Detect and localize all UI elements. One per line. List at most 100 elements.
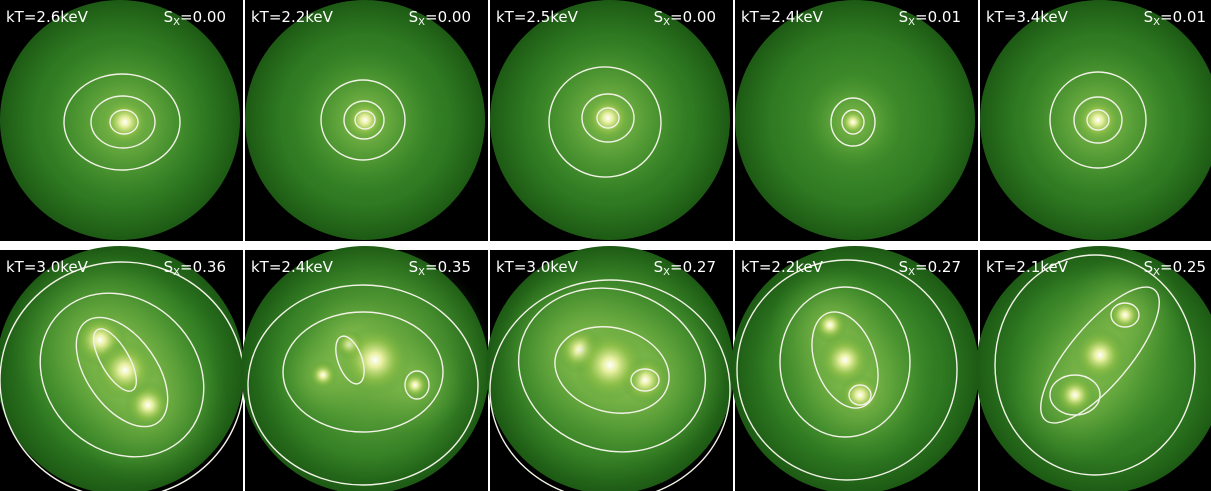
panel: kT=3.0keV SX=0.27 [486, 245, 734, 491]
sx-symbol: S [654, 258, 664, 276]
contour [109, 109, 139, 135]
contour [39, 292, 205, 458]
emission-peak [1075, 97, 1121, 143]
emission-peak [584, 94, 632, 142]
sx-label: SX=0.27 [654, 258, 716, 278]
contour [581, 93, 635, 143]
temperature-label: kT=2.4keV [251, 258, 334, 276]
panel: kT=2.4keV SX=0.01 [735, 0, 978, 241]
sx-value: =0.00 [425, 8, 471, 26]
sx-label: SX=0.01 [899, 8, 961, 28]
contour [489, 279, 731, 491]
sx-symbol: S [899, 8, 909, 26]
contour [811, 311, 879, 409]
sx-label: SX=0.27 [899, 258, 961, 278]
contour [93, 328, 137, 392]
contour [1086, 109, 1110, 131]
sx-symbol: S [409, 8, 419, 26]
sx-symbol: S [164, 258, 174, 276]
sx-value: =0.27 [670, 258, 716, 276]
sx-label: SX=0.01 [1144, 8, 1206, 28]
sx-value: =0.00 [180, 8, 226, 26]
contour [1110, 302, 1140, 328]
contour [247, 284, 479, 486]
contour [848, 384, 872, 406]
sx-subscript: X [418, 267, 425, 278]
sx-value: =0.01 [915, 8, 961, 26]
emission-peak [344, 99, 386, 141]
temperature-label: kT=2.5keV [496, 8, 579, 26]
emission-peak [95, 340, 155, 400]
emission-peak [1054, 374, 1096, 416]
sx-subscript: X [663, 17, 670, 28]
contour [63, 73, 181, 171]
sx-subscript: X [1153, 17, 1160, 28]
contour [596, 107, 620, 129]
sx-subscript: X [173, 17, 180, 28]
contour [548, 66, 662, 178]
contour [320, 79, 406, 161]
emission-peak [101, 98, 149, 146]
temperature-label: kT=2.6keV [6, 8, 89, 26]
contour [335, 335, 365, 385]
contour [994, 254, 1196, 476]
sx-subscript: X [173, 267, 180, 278]
sx-value: =0.25 [1160, 258, 1206, 276]
contour [1040, 286, 1160, 424]
sx-subscript: X [418, 17, 425, 28]
contour [75, 316, 169, 428]
contour [354, 110, 376, 130]
temperature-label: kT=2.2keV [251, 8, 334, 26]
contour [1073, 96, 1123, 144]
sx-symbol: S [409, 258, 419, 276]
sx-label: SX=0.00 [409, 8, 471, 28]
panel: kT=3.0keV SX=0.36 [0, 246, 245, 491]
panel: kT=2.1keV SX=0.25 [976, 246, 1211, 491]
sx-symbol: S [654, 8, 664, 26]
contour [554, 326, 670, 414]
contour [404, 370, 430, 400]
sx-subscript: X [663, 267, 670, 278]
sx-symbol: S [1144, 8, 1154, 26]
sx-symbol: S [164, 8, 174, 26]
sx-label: SX=0.35 [409, 258, 471, 278]
contour [830, 97, 876, 147]
contour [630, 368, 660, 392]
contour [1049, 71, 1147, 169]
panel: kT=2.6keV SX=0.00 [0, 0, 243, 241]
sx-label: SX=0.00 [164, 8, 226, 28]
temperature-label: kT=3.4keV [986, 8, 1069, 26]
panel: kT=2.2keV SX=0.27 [731, 246, 979, 491]
temperature-label: kT=2.4keV [741, 8, 824, 26]
contour [90, 95, 156, 149]
sx-label: SX=0.25 [1144, 258, 1206, 278]
emission-peak [838, 107, 868, 137]
panel: kT=3.4keV SX=0.01 [980, 0, 1211, 241]
temperature-label: kT=3.0keV [496, 258, 579, 276]
emission-peak [339, 324, 411, 396]
sx-symbol: S [1144, 258, 1154, 276]
emission-peak [308, 360, 338, 390]
sx-value: =0.35 [425, 258, 471, 276]
contour [282, 311, 444, 433]
emission-peak [1073, 328, 1127, 382]
contour [517, 287, 707, 453]
sx-value: =0.00 [670, 8, 716, 26]
sx-label: SX=0.36 [164, 258, 226, 278]
contour [1049, 374, 1101, 416]
temperature-label: kT=2.1keV [986, 258, 1069, 276]
contour [343, 100, 385, 140]
panel: kT=2.2keV SX=0.00 [245, 0, 488, 241]
panel: kT=2.5keV SX=0.00 [490, 0, 733, 241]
temperature-label: kT=3.0keV [6, 258, 89, 276]
temperature-label: kT=2.2keV [741, 258, 824, 276]
sx-subscript: X [908, 17, 915, 28]
sx-value: =0.36 [180, 258, 226, 276]
contour [841, 109, 865, 135]
panel: kT=2.4keV SX=0.35 [241, 240, 495, 491]
sx-subscript: X [1153, 267, 1160, 278]
sx-subscript: X [908, 267, 915, 278]
sx-label: SX=0.00 [654, 8, 716, 28]
sx-value: =0.27 [915, 258, 961, 276]
